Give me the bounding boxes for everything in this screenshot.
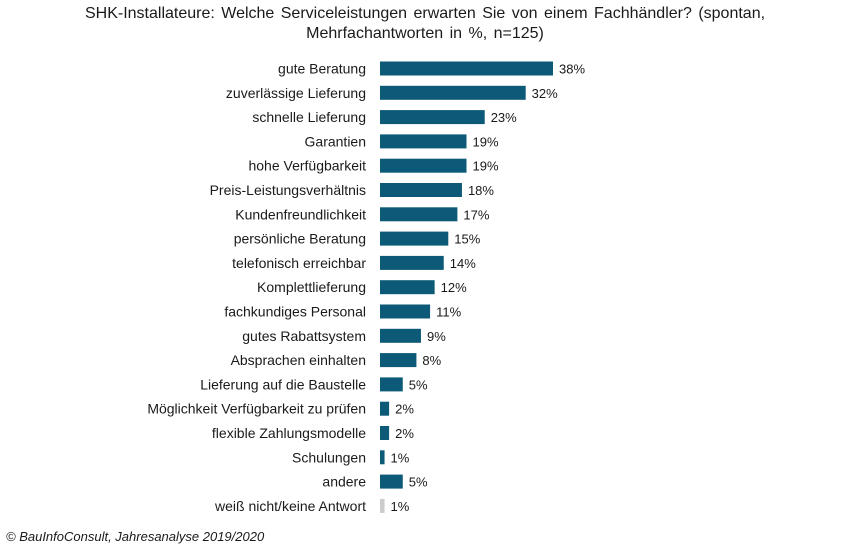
category-label: gute Beratung [278, 61, 366, 77]
bar [380, 498, 385, 513]
value-label: 5% [409, 377, 428, 392]
value-label: 17% [463, 207, 489, 222]
value-label: 38% [559, 62, 585, 77]
category-label: fachkundiges Personal [224, 304, 366, 320]
bar [380, 110, 485, 125]
value-label: 19% [473, 159, 499, 174]
bar [380, 158, 467, 173]
value-label: 5% [409, 475, 428, 490]
bar [380, 183, 462, 197]
value-label: 2% [395, 426, 414, 441]
value-label: 8% [422, 353, 441, 368]
category-label: hohe Verfügbarkeit [248, 158, 366, 174]
bar [380, 450, 385, 465]
bar [380, 85, 526, 100]
category-label: zuverlässige Lieferung [226, 85, 366, 101]
value-label: 2% [395, 402, 414, 417]
value-label: 9% [427, 329, 446, 344]
category-label: telefonisch erreichbar [232, 255, 366, 271]
category-label: Kundenfreundlichkeit [235, 206, 366, 222]
category-label: schnelle Lieferung [252, 109, 366, 125]
bar [380, 134, 467, 149]
category-label: Absprachen einhalten [231, 352, 366, 368]
value-label: 1% [391, 499, 410, 514]
bar [380, 255, 444, 270]
chart-title: SHK-Installateure: Welche Serviceleistun… [0, 4, 850, 44]
value-label: 15% [454, 232, 480, 247]
category-label: weiß nicht/keine Antwort [214, 498, 366, 514]
category-label: Preis-Leistungsverhältnis [210, 182, 366, 198]
bar [380, 280, 435, 295]
category-label: Garantien [305, 133, 366, 149]
value-label: 23% [491, 110, 517, 125]
bar [380, 474, 403, 489]
bar [380, 328, 421, 343]
category-label: flexible Zahlungsmodelle [212, 425, 366, 441]
category-label: Lieferung auf die Baustelle [200, 376, 366, 392]
value-label: 32% [532, 86, 558, 101]
source-note: © BauInfoConsult, Jahresanalyse 2019/202… [6, 529, 265, 544]
bar [380, 231, 449, 246]
bar [380, 426, 390, 440]
category-label: Schulungen [292, 449, 366, 465]
bar [380, 207, 458, 222]
value-label: 12% [441, 280, 467, 295]
bar [380, 61, 553, 76]
value-label: 19% [473, 134, 499, 149]
chart-title-line-2: Mehrfachantworten in %, n=125) [306, 25, 544, 42]
value-label: 1% [391, 450, 410, 465]
category-label: persönliche Beratung [234, 231, 366, 247]
category-label: Komplettlieferung [257, 279, 366, 295]
value-label: 11% [436, 305, 461, 320]
category-label: andere [322, 474, 366, 490]
bar [380, 377, 403, 392]
value-label: 14% [450, 256, 476, 271]
bar [380, 304, 431, 319]
bar [380, 353, 417, 368]
category-label: gutes Rabattsystem [242, 328, 366, 344]
bar [380, 401, 390, 416]
value-label: 18% [468, 183, 494, 198]
category-label: Möglichkeit Verfügbarkeit zu prüfen [147, 401, 366, 417]
chart-title-line-1: SHK-Installateure: Welche Serviceleistun… [84, 5, 766, 22]
